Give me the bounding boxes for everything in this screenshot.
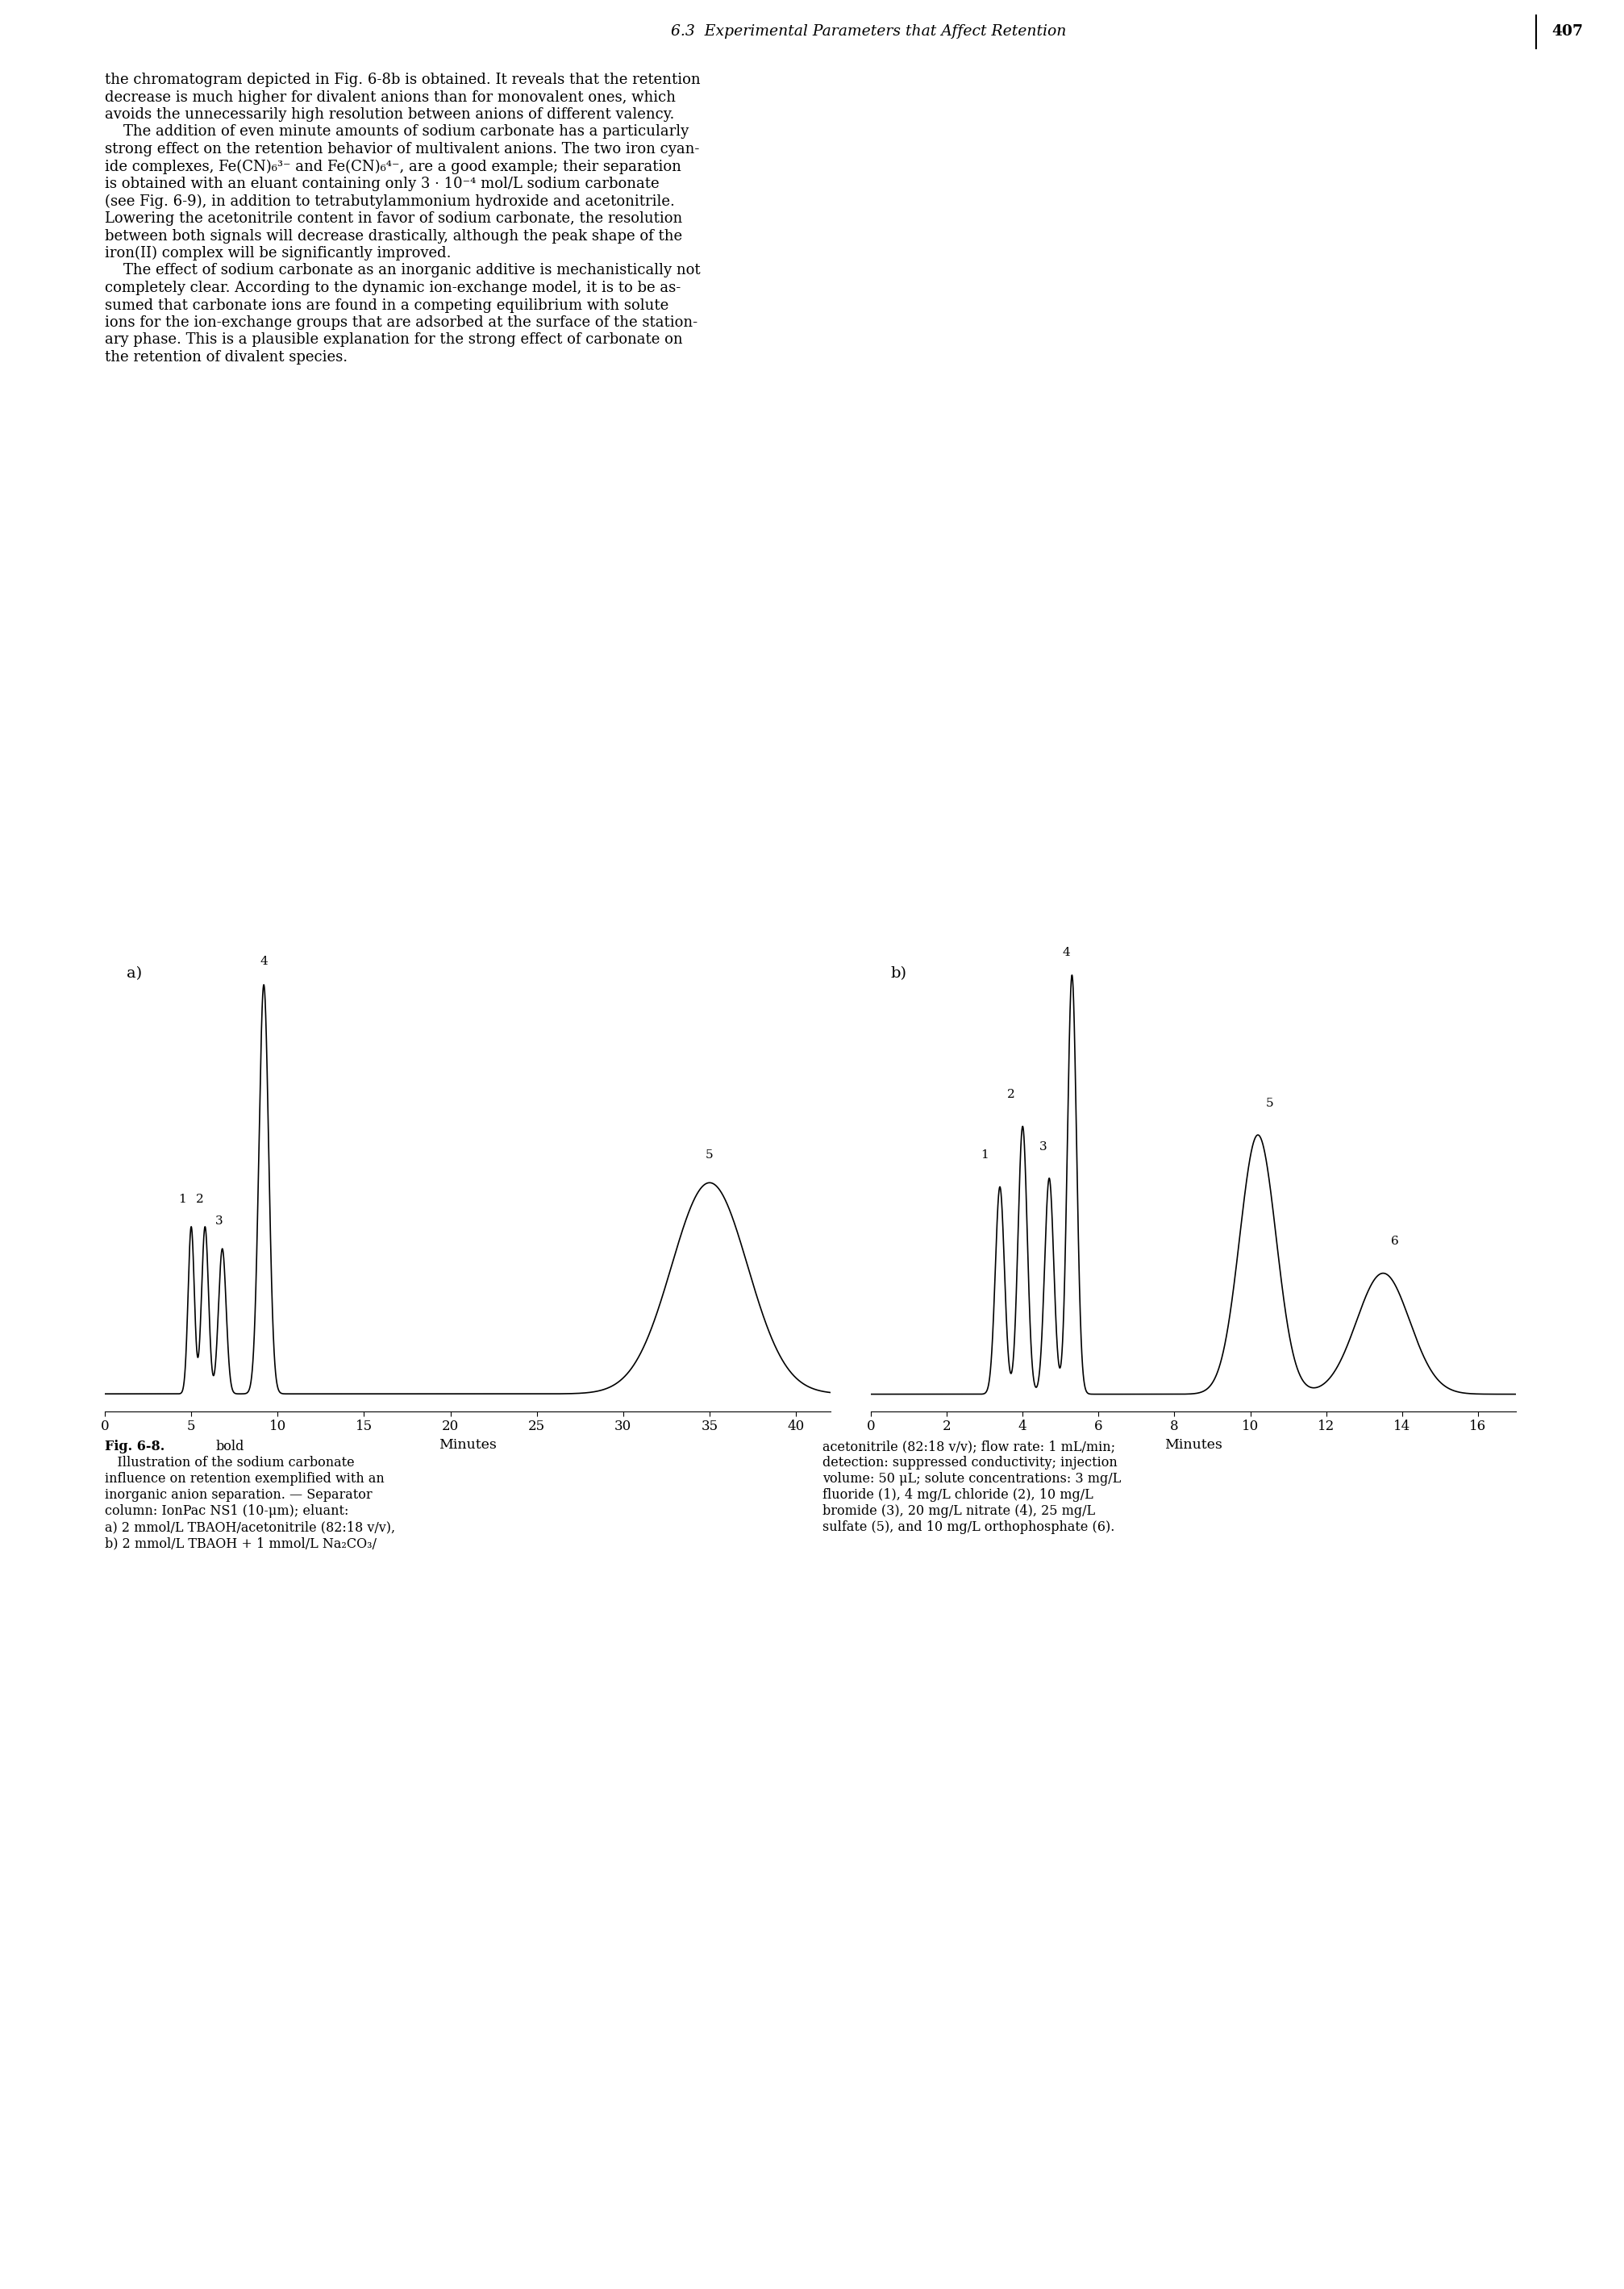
Text: is obtained with an eluant containing only 3 · 10⁻⁴ mol/L sodium carbonate: is obtained with an eluant containing on… bbox=[106, 176, 659, 192]
Text: fluoride (1), 4 mg/L chloride (2), 10 mg/L: fluoride (1), 4 mg/L chloride (2), 10 mg… bbox=[822, 1488, 1093, 1502]
Text: influence on retention exemplified with an: influence on retention exemplified with … bbox=[106, 1472, 385, 1486]
Text: 4: 4 bbox=[260, 957, 268, 968]
Text: Lowering the acetonitrile content in favor of sodium carbonate, the resolution: Lowering the acetonitrile content in fav… bbox=[106, 211, 682, 227]
Text: volume: 50 μL; solute concentrations: 3 mg/L: volume: 50 μL; solute concentrations: 3 … bbox=[822, 1472, 1121, 1486]
Text: (see Fig. 6-9), in addition to tetrabutylammonium hydroxide and acetonitrile.: (see Fig. 6-9), in addition to tetrabuty… bbox=[106, 195, 676, 208]
Text: 4: 4 bbox=[1062, 945, 1070, 957]
Text: ide complexes, Fe(CN)₆³⁻ and Fe(CN)₆⁴⁻, are a good example; their separation: ide complexes, Fe(CN)₆³⁻ and Fe(CN)₆⁴⁻, … bbox=[106, 160, 682, 174]
Text: The effect of sodium carbonate as an inorganic additive is mechanistically not: The effect of sodium carbonate as an ino… bbox=[106, 263, 700, 277]
Text: 2: 2 bbox=[1007, 1090, 1015, 1101]
Text: a): a) bbox=[127, 966, 141, 980]
Text: b) 2 mmol/L TBAOH + 1 mmol/L Na₂CO₃/: b) 2 mmol/L TBAOH + 1 mmol/L Na₂CO₃/ bbox=[106, 1536, 377, 1550]
Text: Illustration of the sodium carbonate: Illustration of the sodium carbonate bbox=[106, 1456, 354, 1470]
Text: avoids the unnecessarily high resolution between anions of different valency.: avoids the unnecessarily high resolution… bbox=[106, 108, 674, 121]
Text: ary phase. This is a plausible explanation for the strong effect of carbonate on: ary phase. This is a plausible explanati… bbox=[106, 332, 682, 348]
Text: bromide (3), 20 mg/L nitrate (4), 25 mg/L: bromide (3), 20 mg/L nitrate (4), 25 mg/… bbox=[822, 1504, 1095, 1518]
Text: 3: 3 bbox=[1039, 1140, 1047, 1151]
Text: between both signals will decrease drastically, although the peak shape of the: between both signals will decrease drast… bbox=[106, 229, 682, 243]
Text: 407: 407 bbox=[1553, 25, 1583, 39]
Text: 1: 1 bbox=[179, 1193, 187, 1204]
Text: detection: suppressed conductivity; injection: detection: suppressed conductivity; inje… bbox=[822, 1456, 1117, 1470]
Text: ions for the ion-exchange groups that are adsorbed at the surface of the station: ions for the ion-exchange groups that ar… bbox=[106, 316, 698, 330]
Text: the retention of divalent species.: the retention of divalent species. bbox=[106, 350, 348, 364]
Text: strong effect on the retention behavior of multivalent anions. The two iron cyan: strong effect on the retention behavior … bbox=[106, 142, 700, 156]
Text: bold: bold bbox=[216, 1440, 244, 1454]
Text: Fig. 6-8.: Fig. 6-8. bbox=[106, 1440, 164, 1454]
Text: 5: 5 bbox=[1265, 1099, 1273, 1108]
X-axis label: Minutes: Minutes bbox=[1164, 1437, 1223, 1451]
Text: 6: 6 bbox=[1390, 1236, 1398, 1248]
Text: a) 2 mmol/L TBAOH/acetonitrile (82:18 v/v),: a) 2 mmol/L TBAOH/acetonitrile (82:18 v/… bbox=[106, 1520, 395, 1534]
Text: sulfate (5), and 10 mg/L orthophosphate (6).: sulfate (5), and 10 mg/L orthophosphate … bbox=[822, 1520, 1114, 1534]
Text: 5: 5 bbox=[706, 1149, 713, 1161]
Text: acetonitrile (82:18 v/v); flow rate: 1 mL/min;: acetonitrile (82:18 v/v); flow rate: 1 m… bbox=[822, 1440, 1116, 1454]
Text: sumed that carbonate ions are found in a competing equilibrium with solute: sumed that carbonate ions are found in a… bbox=[106, 298, 669, 314]
Text: 6.3  Experimental Parameters that Affect Retention: 6.3 Experimental Parameters that Affect … bbox=[671, 25, 1067, 39]
Text: decrease is much higher for divalent anions than for monovalent ones, which: decrease is much higher for divalent ani… bbox=[106, 89, 676, 105]
Text: The addition of even minute amounts of sodium carbonate has a particularly: The addition of even minute amounts of s… bbox=[106, 124, 689, 140]
Text: completely clear. According to the dynamic ion-exchange model, it is to be as-: completely clear. According to the dynam… bbox=[106, 282, 680, 295]
Text: 2: 2 bbox=[197, 1193, 203, 1204]
Text: 3: 3 bbox=[214, 1215, 222, 1227]
Text: b): b) bbox=[890, 966, 906, 980]
Text: inorganic anion separation. — Separator: inorganic anion separation. — Separator bbox=[106, 1488, 372, 1502]
X-axis label: Minutes: Minutes bbox=[438, 1437, 497, 1451]
Text: iron(II) complex will be significantly improved.: iron(II) complex will be significantly i… bbox=[106, 245, 451, 261]
Text: column: IonPac NS1 (10-μm); eluant:: column: IonPac NS1 (10-μm); eluant: bbox=[106, 1504, 349, 1518]
Text: 1: 1 bbox=[981, 1149, 989, 1161]
Text: the chromatogram depicted in Fig. 6-8b is obtained. It reveals that the retentio: the chromatogram depicted in Fig. 6-8b i… bbox=[106, 73, 700, 87]
